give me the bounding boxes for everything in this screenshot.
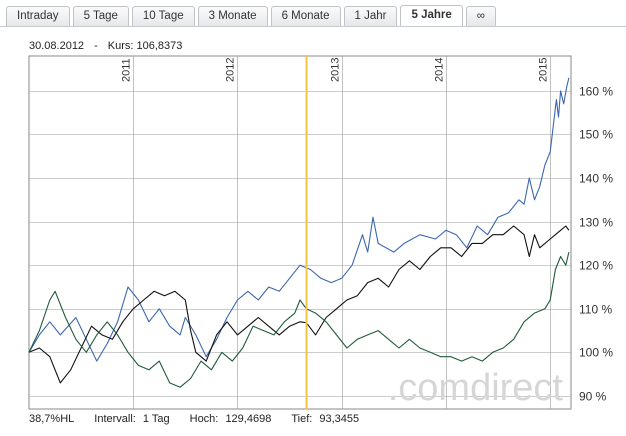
series-line-blue: [28, 77, 570, 362]
timeframe-tabs: Intraday 5 Tage 10 Tage 3 Monate 6 Monate 1 J…: [6, 5, 496, 26]
y-tick-label: 130 %: [579, 216, 613, 230]
y-tick-label: 120 %: [579, 259, 613, 273]
readout-date: 30.08.2012: [29, 40, 85, 52]
y-tick-label: 150 %: [579, 128, 613, 142]
x-tick-label: 2013: [330, 58, 342, 82]
y-tick-label: 110 %: [579, 303, 612, 317]
tab-6[interactable]: 5 Jahre: [400, 5, 463, 26]
y-tick-label: 160 %: [579, 85, 613, 99]
tab-4[interactable]: 6 Monate: [270, 6, 341, 26]
x-tick-label: 2012: [225, 58, 237, 82]
readout-separator: -: [94, 40, 98, 52]
tab-underline: [0, 26, 626, 27]
footer-high-value: 129,4698: [225, 413, 272, 425]
tab-1[interactable]: 5 Tage: [72, 6, 129, 26]
tab-2[interactable]: 10 Tage: [131, 6, 195, 26]
y-tick-label: 90 %: [579, 390, 607, 404]
footer-interval-value: 1 Tag: [142, 413, 170, 425]
y-tick-label: 140 %: [579, 172, 613, 186]
footer-low-label: Tief:: [291, 413, 313, 425]
tab-3[interactable]: 3 Monate: [197, 6, 268, 26]
x-tick-label: 2011: [121, 58, 133, 82]
x-tick-label: 2014: [434, 58, 446, 82]
x-tick-label: 2015: [538, 58, 550, 82]
tab-7[interactable]: ∞: [465, 6, 496, 26]
watermark-logo: .comdirect: [388, 367, 564, 409]
cursor-readout: 30.08.2012 - Kurs: 106,8373: [29, 40, 182, 52]
tab-5[interactable]: 1 Jahr: [343, 6, 398, 26]
footer-interval-label: Intervall:: [94, 413, 136, 425]
footer-range: 38,7%HL: [29, 413, 75, 425]
footer-low-value: 93,3455: [319, 413, 360, 425]
readout-price-value: 106,8373: [136, 40, 183, 52]
plot-frame: [28, 55, 572, 410]
footer-high-label: Hoch:: [189, 413, 219, 425]
chart-footer: 38,7%HL Intervall: 1 Tag Hoch: 129,4698 …: [29, 413, 359, 425]
tab-0[interactable]: Intraday: [6, 6, 70, 26]
series-line-black: [28, 225, 570, 384]
y-tick-label: 100 %: [579, 346, 613, 360]
readout-price-label: Kurs:: [107, 40, 134, 52]
